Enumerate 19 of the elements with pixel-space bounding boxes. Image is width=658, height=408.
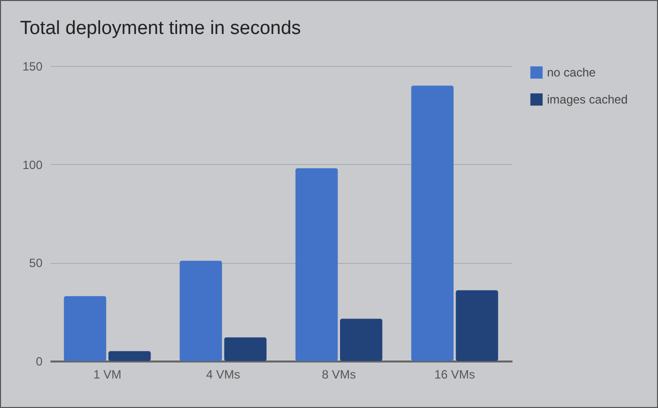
bar — [411, 86, 454, 361]
bar — [180, 260, 222, 361]
bar — [108, 351, 151, 361]
x-tick-label: 1 VM — [93, 368, 122, 382]
y-tick-label: 50 — [29, 256, 43, 270]
x-tick-label: 16 VMs — [434, 368, 476, 382]
bar — [340, 318, 382, 361]
x-tick-label: 4 VMs — [206, 368, 240, 382]
y-tick-label: 100 — [22, 158, 43, 172]
bar — [456, 290, 498, 361]
legend-label: images cached — [547, 92, 628, 106]
x-tick-label: 8 VMs — [322, 368, 356, 382]
bar — [64, 296, 106, 361]
y-tick-label: 0 — [36, 354, 43, 368]
chart-title: Total deployment time in seconds — [20, 18, 301, 39]
bar — [295, 168, 338, 361]
y-tick-label: 150 — [22, 60, 43, 74]
legend-label: no cache — [547, 66, 596, 80]
bar — [224, 337, 267, 361]
